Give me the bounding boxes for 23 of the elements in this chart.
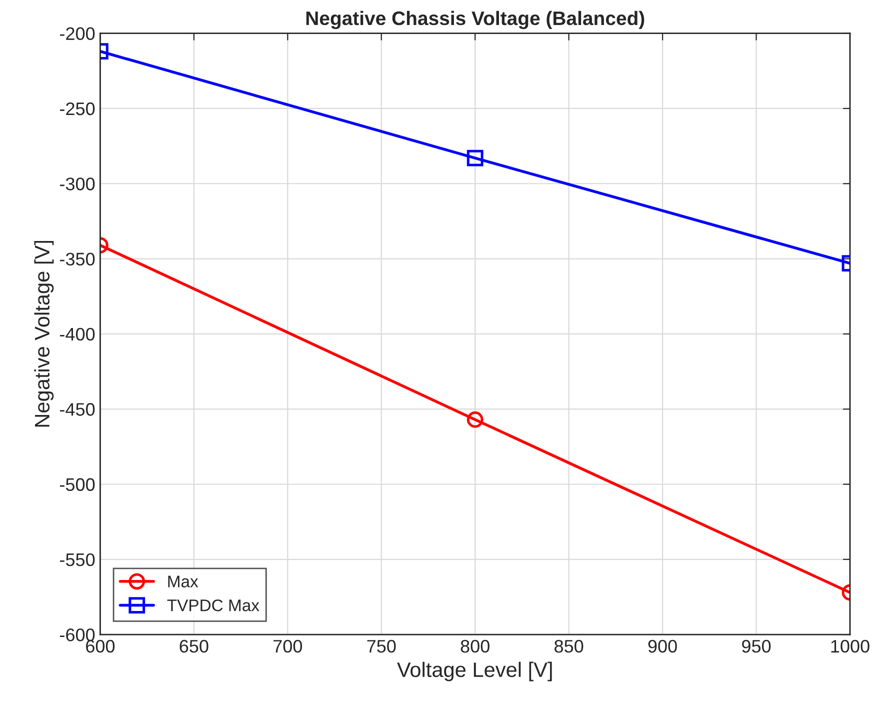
- y-tick-label: -450: [60, 403, 95, 416]
- x-tick-label: 950: [742, 640, 771, 653]
- chart-title: Negative Chassis Voltage (Balanced): [306, 10, 644, 30]
- y-tick-label: -550: [60, 553, 95, 566]
- y-tick-label: -500: [60, 478, 95, 491]
- y-tick-label: -300: [60, 178, 95, 190]
- x-tick-label: 600: [86, 640, 115, 653]
- y-axis-title: Negative Voltage [V]: [34, 241, 54, 427]
- y-tick-label: -350: [60, 252, 95, 266]
- x-axis-title: Voltage Level [V]: [397, 662, 552, 682]
- x-tick-label: 900: [648, 640, 677, 653]
- x-tick-label: 750: [367, 640, 396, 653]
- y-tick-label: -200: [60, 27, 95, 40]
- x-tick-label: 700: [274, 640, 302, 653]
- x-tick-label: 800: [460, 640, 490, 653]
- y-tick-label: -600: [60, 628, 95, 642]
- x-tick-label: 850: [554, 640, 584, 653]
- y-tick-label: -400: [60, 328, 95, 341]
- x-tick-label: 650: [180, 640, 208, 653]
- legend-label: Max: [168, 576, 198, 588]
- y-tick-label: -250: [60, 102, 95, 116]
- x-tick-label: 1000: [831, 640, 870, 653]
- legend-label: TVPDC Max: [167, 599, 260, 612]
